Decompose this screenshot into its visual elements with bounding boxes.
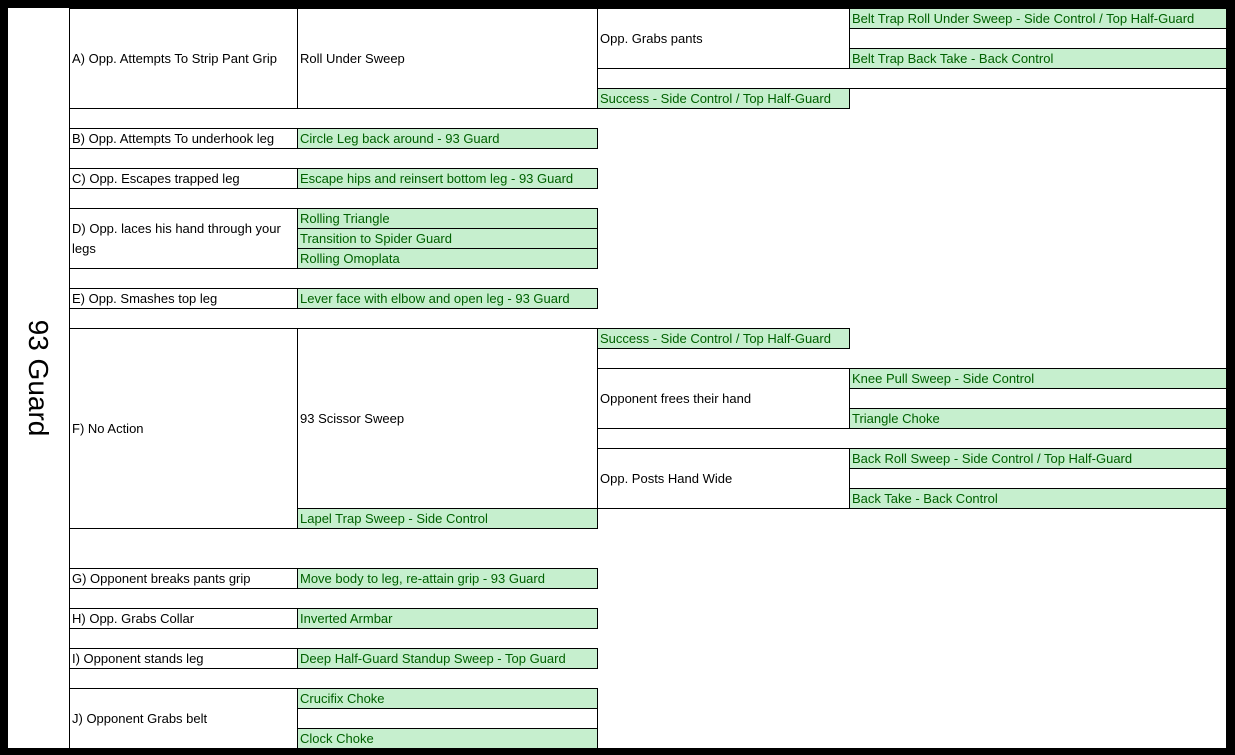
branch-cell: Opp. Grabs pants [597, 8, 850, 69]
empty-cell [597, 428, 1227, 449]
trigger-cell: C) Opp. Escapes trapped leg [69, 168, 298, 189]
position-title: 93 Guard [23, 319, 54, 437]
technique-cell: 93 Scissor Sweep [297, 328, 598, 509]
empty-cell [849, 28, 1227, 49]
response-cell: Escape hips and reinsert bottom leg - 93… [297, 168, 598, 189]
outcome-cell: Back Take - Back Control [849, 488, 1227, 509]
response-cell: Deep Half-Guard Standup Sweep - Top Guar… [297, 648, 598, 669]
response-cell: Clock Choke [297, 728, 598, 749]
flowchart-sheet: 93 Guard Opp. Grabs pants Belt Trap Roll … [8, 8, 1227, 749]
response-cell: Rolling Triangle [297, 208, 598, 229]
trigger-cell: D) Opp. laces his hand through your legs [69, 208, 298, 269]
response-cell: Inverted Armbar [297, 608, 598, 629]
trigger-cell: H) Opp. Grabs Collar [69, 608, 298, 629]
response-cell: Move body to leg, re-attain grip - 93 Gu… [297, 568, 598, 589]
outcome-cell: Belt Trap Roll Under Sweep - Side Contro… [849, 8, 1227, 29]
technique-cell: Roll Under Sweep [297, 8, 598, 109]
empty-cell [597, 68, 1227, 89]
trigger-cell: A) Opp. Attempts To Strip Pant Grip [69, 8, 298, 109]
response-cell: Transition to Spider Guard [297, 228, 598, 249]
title-cell: 93 Guard [8, 8, 69, 748]
branch-cell: Opponent frees their hand [597, 368, 850, 429]
trigger-cell: B) Opp. Attempts To underhook leg [69, 128, 298, 149]
empty-cell [297, 708, 598, 729]
trigger-cell: F) No Action [69, 328, 298, 529]
response-cell: Lever face with elbow and open leg - 93 … [297, 288, 598, 309]
outcome-cell: Triangle Choke [849, 408, 1227, 429]
outcome-cell: Back Roll Sweep - Side Control / Top Hal… [849, 448, 1227, 469]
outcome-cell: Success - Side Control / Top Half-Guard [597, 88, 850, 109]
empty-cell [849, 468, 1227, 489]
response-cell: Rolling Omoplata [297, 248, 598, 269]
outcome-cell: Success - Side Control / Top Half-Guard [597, 328, 850, 349]
response-cell: Crucifix Choke [297, 688, 598, 709]
trigger-cell: E) Opp. Smashes top leg [69, 288, 298, 309]
response-cell: Lapel Trap Sweep - Side Control [297, 508, 598, 529]
branch-cell: Opp. Posts Hand Wide [597, 448, 850, 509]
empty-cell [849, 388, 1227, 409]
outcome-cell: Belt Trap Back Take - Back Control [849, 48, 1227, 69]
outcome-cell: Knee Pull Sweep - Side Control [849, 368, 1227, 389]
trigger-cell: I) Opponent stands leg [69, 648, 298, 669]
trigger-cell: J) Opponent Grabs belt [69, 688, 298, 749]
response-cell: Circle Leg back around - 93 Guard [297, 128, 598, 149]
trigger-cell: G) Opponent breaks pants grip [69, 568, 298, 589]
